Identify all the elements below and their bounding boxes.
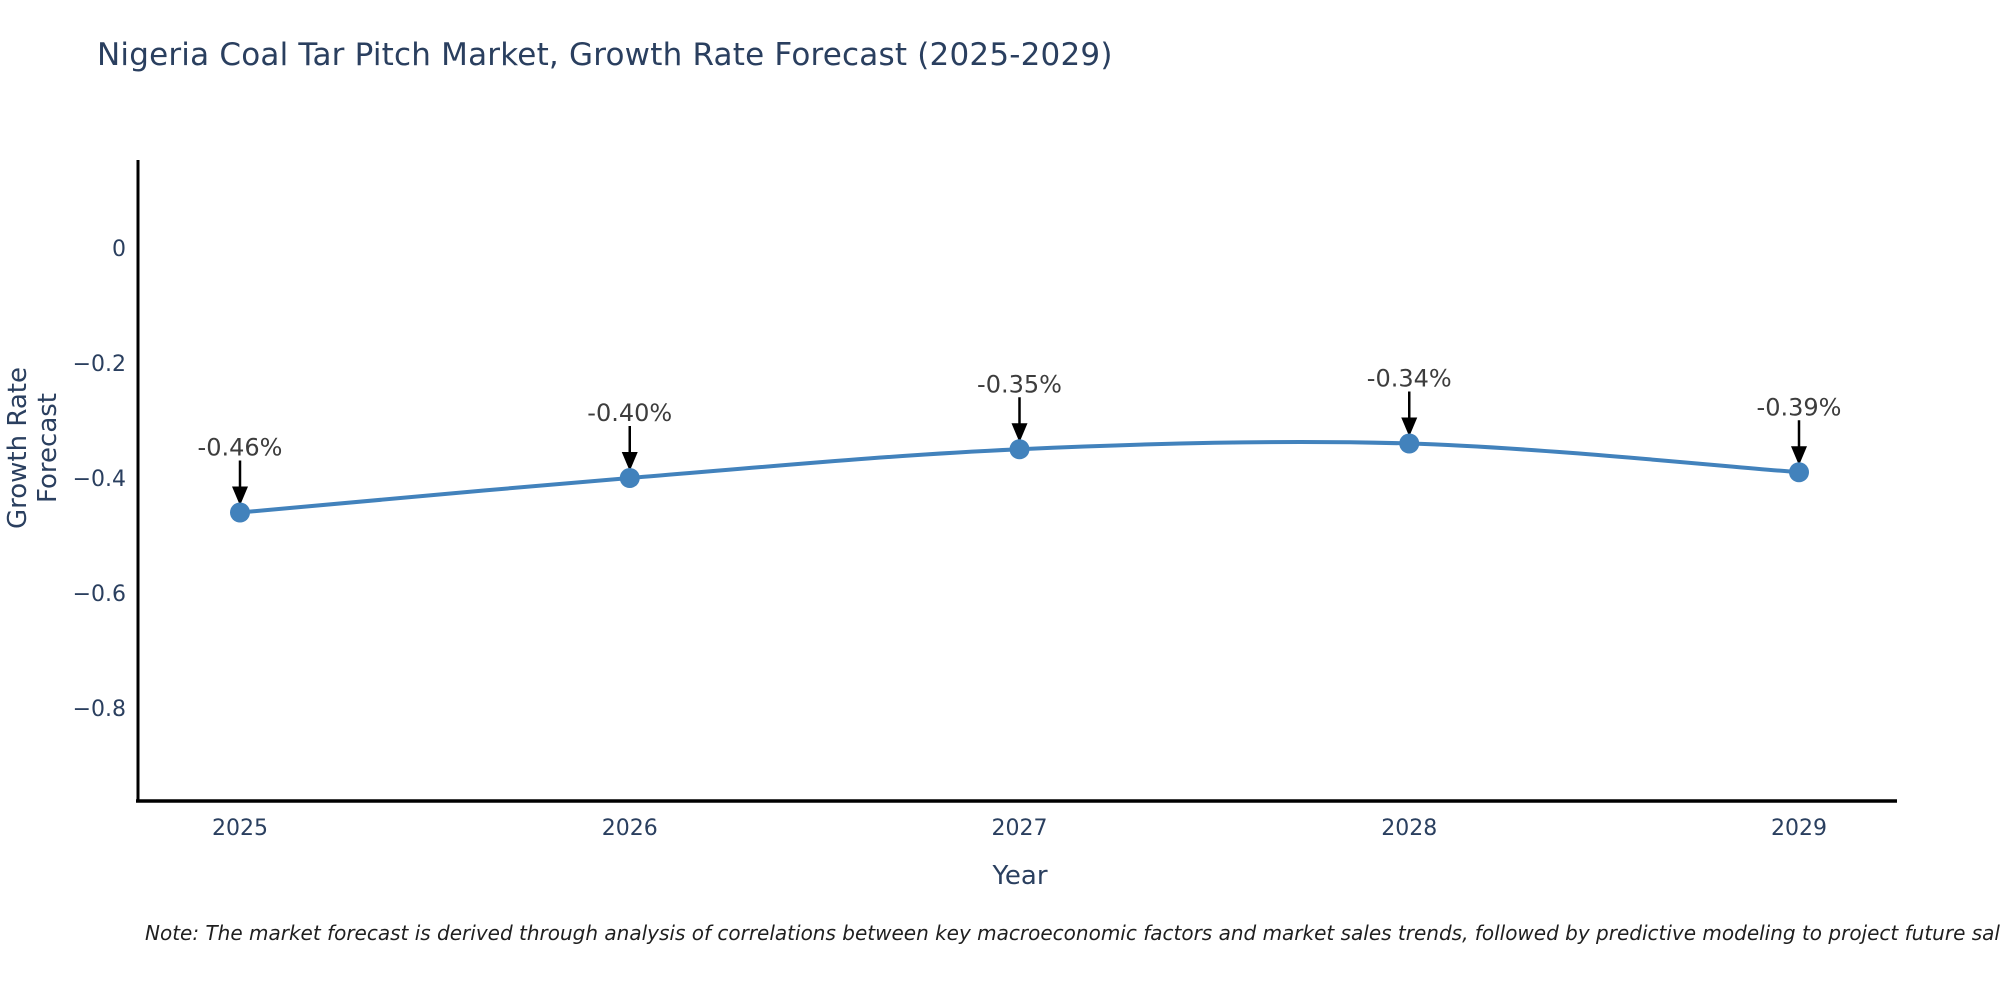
annotation-arrowhead-icon	[621, 452, 638, 471]
x-tick-label: 2027	[992, 816, 1048, 841]
x-tick-label: 2025	[212, 816, 268, 841]
annotation-arrowhead-icon	[1401, 417, 1418, 437]
annotation-arrowhead-icon	[1011, 423, 1028, 443]
y-tick-label: −0.2	[73, 352, 126, 377]
data-point-label: -0.34%	[1367, 365, 1452, 393]
data-point[interactable]	[1009, 439, 1030, 460]
annotation-arrowhead-icon	[1791, 446, 1807, 466]
y-axis-title: Growth Rate Forecast	[3, 367, 63, 529]
chart-title: Nigeria Coal Tar Pitch Market, Growth Ra…	[97, 37, 1113, 73]
y-tick-label: −0.6	[73, 582, 126, 607]
footnote: Note: The market forecast is derived thr…	[145, 921, 2000, 945]
x-tick-label: 2028	[1381, 816, 1437, 841]
x-tick-label: 2029	[1771, 816, 1827, 841]
data-point[interactable]	[1789, 462, 1809, 483]
x-tick-label: 2026	[602, 816, 658, 841]
data-point-label: -0.39%	[1757, 393, 1842, 421]
data-point-label: -0.40%	[587, 399, 672, 427]
data-point-label: -0.35%	[977, 370, 1062, 398]
data-point-label: -0.46%	[198, 434, 283, 462]
annotation-arrowhead-icon	[232, 486, 248, 506]
data-point[interactable]	[230, 502, 250, 523]
y-tick-label: −0.4	[73, 467, 126, 492]
x-axis-title: Year	[992, 861, 1048, 891]
y-tick-label: −0.8	[73, 697, 126, 722]
data-point[interactable]	[1399, 433, 1420, 454]
data-point[interactable]	[619, 468, 640, 488]
y-tick-label: 0	[112, 237, 126, 262]
